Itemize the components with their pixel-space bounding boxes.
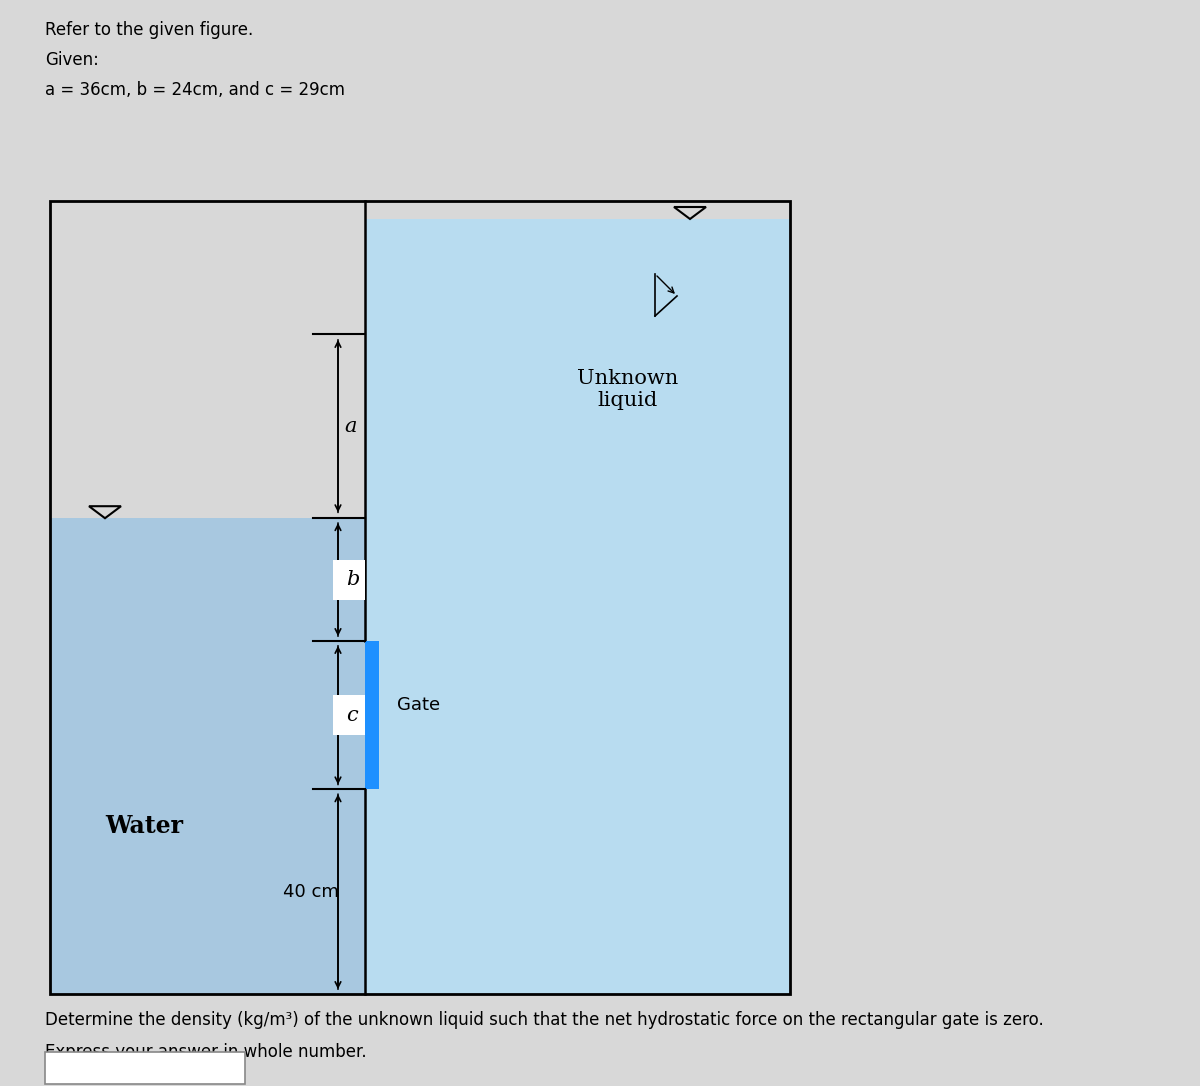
Bar: [50, 201, 365, 518]
Text: a = 36cm, b = 24cm, and c = 29cm: a = 36cm, b = 24cm, and c = 29cm: [46, 81, 346, 99]
Bar: [50, 201, 790, 994]
FancyBboxPatch shape: [334, 695, 365, 735]
Text: Unknown
liquid: Unknown liquid: [577, 369, 678, 411]
Text: a: a: [344, 417, 356, 435]
Bar: [50, 518, 365, 994]
Text: Express your answer in whole number.: Express your answer in whole number.: [46, 1043, 367, 1061]
Text: 40 cm: 40 cm: [283, 883, 338, 900]
Text: Gate: Gate: [397, 696, 440, 715]
Bar: [365, 641, 379, 790]
Bar: [365, 219, 790, 994]
Bar: [46, 1052, 245, 1084]
Text: b: b: [346, 570, 359, 589]
Text: Refer to the given figure.: Refer to the given figure.: [46, 21, 253, 39]
Text: Water: Water: [106, 814, 182, 838]
Text: c: c: [346, 706, 358, 724]
FancyBboxPatch shape: [334, 559, 365, 599]
Text: Determine the density (kg/m³) of the unknown liquid such that the net hydrostati: Determine the density (kg/m³) of the unk…: [46, 1011, 1044, 1030]
Text: Given:: Given:: [46, 51, 98, 70]
